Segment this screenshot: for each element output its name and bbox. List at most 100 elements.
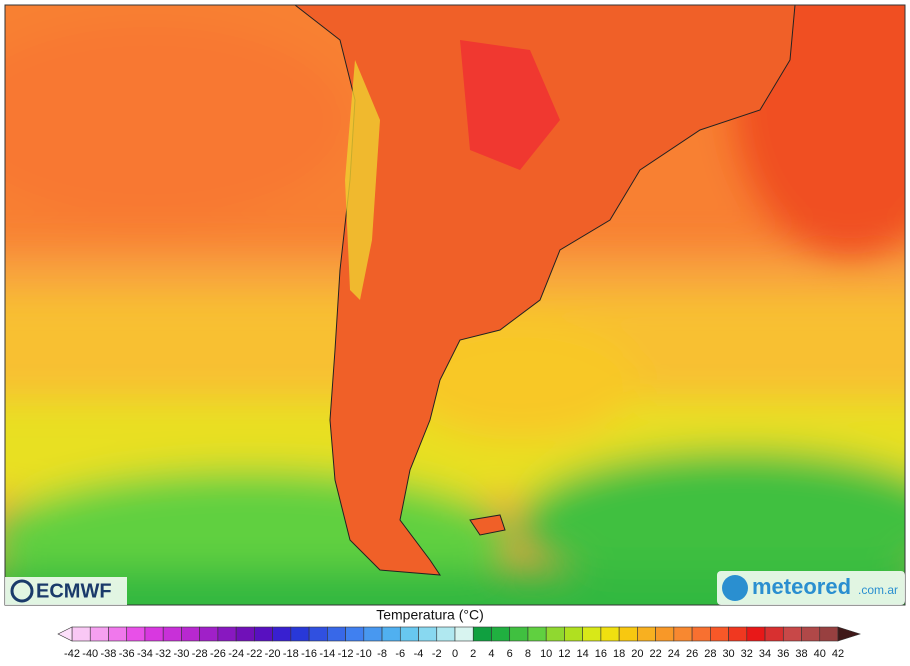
colorbar-box [108, 626, 128, 642]
colorbar-tick-label: 20 [631, 648, 643, 660]
colorbar-tick-label: 32 [741, 648, 753, 660]
colorbar-tick-label: 0 [452, 648, 458, 660]
colorbar-box [637, 626, 656, 642]
colorbar-box [691, 626, 711, 642]
colorbar-tick-label: -20 [265, 648, 281, 660]
colorbar-under [57, 626, 73, 642]
logo-icon [722, 575, 748, 601]
colorbar-box [71, 626, 91, 642]
colorbar-tick-label: 42 [832, 648, 844, 660]
colorbar-tick-label: 4 [488, 648, 494, 660]
colorbar-tick-label: -36 [119, 648, 135, 660]
colorbar-tick-label: -16 [301, 648, 317, 660]
colorbar-box [181, 626, 200, 642]
colorbar-tick-label: 14 [577, 648, 589, 660]
colorbar-box [746, 626, 766, 642]
colorbar-tick-label: -28 [192, 648, 208, 660]
colorbar-box [162, 626, 182, 642]
colorbar-box [673, 626, 693, 642]
colorbar-tick-label: -4 [414, 648, 424, 660]
colorbar-over [837, 626, 861, 642]
colorbar-tick-label: -12 [338, 648, 354, 660]
colorbar-box [545, 626, 565, 642]
colorbar-box [399, 626, 419, 642]
colorbar-tick-label: -42 [64, 648, 80, 660]
colorbar-tick-label: -2 [432, 648, 442, 660]
colorbar-box [436, 626, 456, 642]
logo-text: ECMWF [36, 580, 112, 602]
colorbar-tick-label: -38 [101, 648, 117, 660]
colorbar-box [217, 626, 237, 642]
colorbar-box [472, 626, 492, 642]
island [469, 514, 506, 536]
colorbar-box [199, 626, 219, 642]
colorbar-box [491, 626, 511, 642]
colorbar-tick-label: 22 [649, 648, 661, 660]
logo-bg [717, 571, 905, 605]
colorbar-box [345, 626, 365, 642]
colorbar-box [618, 626, 638, 642]
ecmwf-logo: ECMWF [5, 577, 127, 605]
colorbar-box [527, 626, 547, 642]
colorbar-tick-label: -14 [319, 648, 335, 660]
logo-suffix: .com.ar [858, 583, 898, 597]
colorbar-tick-label: 38 [795, 648, 807, 660]
colorbar-tick-label: 30 [722, 648, 734, 660]
colorbar-box [290, 626, 310, 642]
colorbar-box [655, 626, 675, 642]
colorbar-tick-label: 36 [777, 648, 789, 660]
colorbar-box [327, 626, 346, 642]
colorbar-tick-label: 12 [558, 648, 570, 660]
colorbar-tick-label: -26 [210, 648, 226, 660]
colorbar-box [564, 626, 583, 642]
hot-area [460, 40, 560, 170]
colorbar-tick-label: -6 [395, 648, 405, 660]
colorbar-tick-label: 40 [814, 648, 826, 660]
colorbar-box [782, 626, 802, 642]
colorbar-tick-label: -22 [246, 648, 262, 660]
colorbar-box [600, 626, 620, 642]
colorbar-tick-label: -18 [283, 648, 299, 660]
colorbar-tick-label: 18 [613, 648, 625, 660]
colorbar-tick-label: -24 [228, 648, 244, 660]
colorbar-tick-label: -32 [155, 648, 171, 660]
colorbar-tick-label: 28 [704, 648, 716, 660]
colorbar-tick-label: 26 [686, 648, 698, 660]
colorbar-box [235, 626, 255, 642]
andes [345, 60, 380, 300]
colorbar-box [126, 626, 146, 642]
colorbar-box [454, 626, 474, 642]
colorbar-tick-label: 24 [668, 648, 680, 660]
colorbar-tick-label: 10 [540, 648, 552, 660]
colorbar-box [254, 626, 273, 642]
colorbar-box [272, 626, 292, 642]
colorbar-tick-label: 6 [507, 648, 513, 660]
logo-text: meteored [752, 574, 851, 599]
colorbar-title: Temperatura (°C) [376, 607, 484, 623]
colorbar-tick-label: 16 [595, 648, 607, 660]
colorbar-box [418, 626, 438, 642]
colorbar-box [308, 626, 328, 642]
colorbar-box [728, 626, 748, 642]
colorbar-tick-label: -30 [173, 648, 189, 660]
colorbar-tick-label: -10 [356, 648, 372, 660]
colorbar-box [582, 626, 602, 642]
colorbar-tick-label: 34 [759, 648, 771, 660]
colorbar-tick-label: -8 [377, 648, 387, 660]
colorbar-tick-label: -34 [137, 648, 153, 660]
map-frame [4, 4, 906, 606]
meteored-logo: meteored .com.ar [717, 571, 905, 605]
colorbar-tick-label: 2 [470, 648, 476, 660]
colorbar-tick-label: -40 [82, 648, 98, 660]
temperature-field [5, 5, 905, 605]
colorbar-box [509, 626, 529, 642]
colorbar-box [764, 626, 784, 642]
logo-icon [10, 579, 34, 603]
colorbar-box [819, 626, 839, 642]
colorbar-box [144, 626, 164, 642]
colorbar-box [710, 626, 729, 642]
colorbar-box [89, 626, 109, 642]
colorbar-box [363, 626, 383, 642]
